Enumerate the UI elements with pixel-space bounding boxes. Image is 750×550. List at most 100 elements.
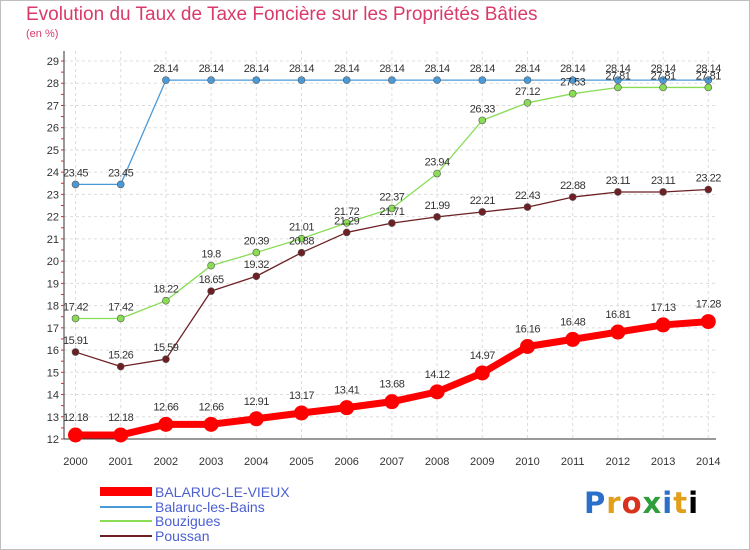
x-tick-label: 2002 xyxy=(154,456,178,468)
data-point xyxy=(429,384,445,400)
data-label: 21.72 xyxy=(334,206,359,218)
x-tick-label: 2001 xyxy=(108,456,132,468)
x-tick-label: 2000 xyxy=(63,456,87,468)
data-label: 12.66 xyxy=(153,401,178,413)
x-tick-label: 2008 xyxy=(425,456,449,468)
y-tick-label: 19 xyxy=(47,278,59,290)
legend-label: Poussan xyxy=(155,527,210,544)
data-point xyxy=(203,416,219,432)
data-point xyxy=(523,76,532,84)
y-tick-label: 26 xyxy=(47,123,59,135)
data-point xyxy=(388,219,396,227)
data-label: 22.37 xyxy=(379,191,404,203)
data-point xyxy=(478,208,487,216)
y-tick-label: 13 xyxy=(47,412,59,424)
data-point xyxy=(162,76,170,84)
data-point xyxy=(297,248,306,257)
data-label: 28.14 xyxy=(334,63,359,75)
data-point xyxy=(523,99,532,107)
data-point xyxy=(162,296,170,305)
data-point xyxy=(523,203,532,211)
data-label: 28.14 xyxy=(289,63,314,75)
data-point xyxy=(207,287,215,295)
data-label: 21.99 xyxy=(425,200,450,212)
y-tick-label: 27 xyxy=(47,100,59,112)
data-label: 19.8 xyxy=(201,249,221,261)
data-label: 23.45 xyxy=(63,167,88,179)
data-label: 23.11 xyxy=(606,175,631,187)
logo-letter: i xyxy=(662,486,674,520)
y-tick-label: 25 xyxy=(47,145,59,157)
x-tick-label: 2012 xyxy=(606,456,630,468)
logo-letter: P xyxy=(584,486,607,520)
data-point xyxy=(252,248,261,257)
legend-swatch-balaruc-les-bains xyxy=(100,505,152,508)
data-label: 28.14 xyxy=(696,63,721,75)
data-label: 27.81 xyxy=(696,70,721,82)
legend-swatch-poussan xyxy=(100,534,152,537)
data-label: 12.18 xyxy=(108,412,133,424)
data-point xyxy=(162,355,170,363)
y-tick-label: 24 xyxy=(47,167,59,179)
legend-label: BALARUC-LE-VIEUX xyxy=(155,484,290,500)
data-point xyxy=(433,213,441,221)
data-label: 28.14 xyxy=(515,63,540,75)
data-point xyxy=(71,314,80,323)
data-point xyxy=(71,348,80,356)
x-tick-label: 2007 xyxy=(380,456,404,468)
data-label: 22.43 xyxy=(515,190,540,202)
legend-swatch-balaruc-le-vieux xyxy=(100,487,152,496)
x-tick-label: 2013 xyxy=(651,456,675,468)
data-point xyxy=(388,204,396,213)
data-label: 23.45 xyxy=(108,167,133,179)
data-point xyxy=(478,76,487,84)
data-point xyxy=(610,324,626,340)
data-label: 14.12 xyxy=(425,369,450,381)
data-point xyxy=(71,180,80,189)
data-point xyxy=(704,185,713,194)
data-label: 15.91 xyxy=(63,335,88,347)
proxiti-logo: Proxiti xyxy=(584,486,699,520)
y-tick-label: 15 xyxy=(47,367,59,379)
logo-letter: t xyxy=(673,486,689,520)
y-tick-label: 16 xyxy=(47,345,59,357)
data-label: 28.14 xyxy=(244,63,269,75)
data-label: 28.14 xyxy=(470,63,495,75)
data-point xyxy=(655,317,671,333)
data-label: 12.91 xyxy=(244,396,269,408)
data-point xyxy=(474,365,490,381)
data-label: 20.39 xyxy=(244,235,269,247)
data-point xyxy=(342,219,351,227)
y-tick-label: 12 xyxy=(47,434,59,446)
data-point xyxy=(614,188,622,196)
y-tick-label: 28 xyxy=(47,78,59,90)
data-label: 28.14 xyxy=(379,63,404,75)
x-tick-label: 2005 xyxy=(289,456,313,468)
data-point xyxy=(116,314,125,323)
data-point xyxy=(113,427,129,443)
data-point xyxy=(116,180,125,189)
data-label: 26.33 xyxy=(470,103,495,115)
x-tick-label: 2010 xyxy=(515,456,539,468)
data-point xyxy=(433,76,441,84)
data-label: 15.59 xyxy=(153,342,178,354)
data-label: 27.81 xyxy=(605,70,630,82)
data-label: 13.17 xyxy=(289,390,314,402)
data-point xyxy=(207,261,215,270)
data-label: 27.53 xyxy=(560,77,585,89)
data-point xyxy=(252,272,261,281)
y-tick-label: 22 xyxy=(47,212,59,224)
data-point xyxy=(116,362,125,371)
data-label: 15.26 xyxy=(108,350,133,362)
chart-title: Evolution du Taux de Taxe Foncière sur l… xyxy=(26,4,538,25)
data-label: 28.14 xyxy=(153,63,178,75)
data-label: 23.11 xyxy=(651,175,676,187)
data-label: 28.14 xyxy=(199,63,224,75)
y-tick-label: 21 xyxy=(47,234,59,246)
data-point xyxy=(342,228,351,237)
y-tick-label: 18 xyxy=(47,301,59,313)
data-label: 28.14 xyxy=(560,63,585,75)
data-label: 28.14 xyxy=(425,63,450,75)
data-point xyxy=(704,76,713,84)
